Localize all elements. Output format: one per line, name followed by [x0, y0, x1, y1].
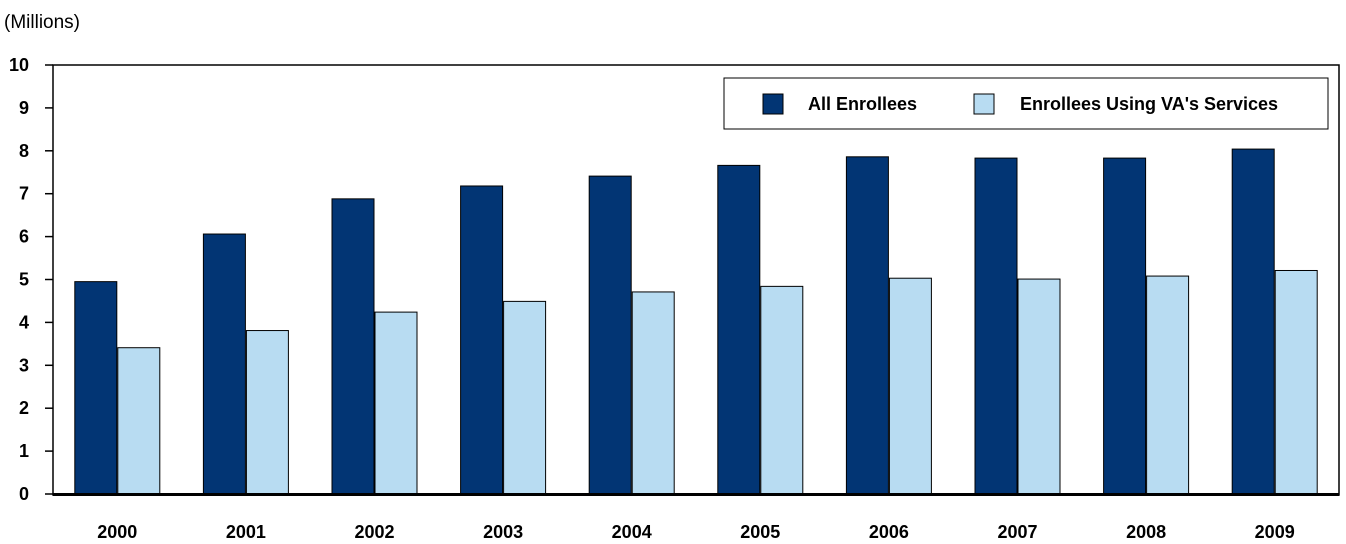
bar-enrollees-using-va-services-2001: [245, 330, 289, 495]
bar-all-enrollees-2009: [1231, 148, 1275, 495]
bar-enrollees-using-va-services-2006: [888, 277, 932, 495]
x-tick-label: 2009: [1255, 522, 1295, 542]
y-tick-label: 1: [19, 441, 29, 461]
y-tick-label: 3: [19, 355, 29, 375]
bar-enrollees-using-va-services-2002: [374, 311, 418, 495]
y-tick-label: 6: [19, 227, 29, 247]
legend-box: [723, 77, 1329, 130]
bar-all-enrollees-2007: [974, 157, 1018, 495]
x-tick-label: 2000: [97, 522, 137, 542]
x-tick-label: 2006: [869, 522, 909, 542]
y-tick-label: 2: [19, 398, 29, 418]
bar-all-enrollees-2002: [331, 198, 375, 495]
x-tick-label: 2003: [483, 522, 523, 542]
y-tick-label: 9: [19, 98, 29, 118]
x-tick-label: 2004: [612, 522, 652, 542]
bar-all-enrollees-2008: [1103, 157, 1147, 495]
bar-enrollees-using-va-services-2008: [1146, 275, 1190, 495]
legend-swatch-all-enrollees: [762, 93, 784, 115]
bar-enrollees-using-va-services-2004: [631, 291, 675, 495]
y-tick-label: 10: [9, 55, 29, 75]
x-axis: 2000 2001 2002 2003 2004 2005 2006 2007 2008 2009: [97, 522, 1294, 542]
bar-enrollees-using-va-services-2009: [1274, 269, 1318, 495]
bar-all-enrollees-2000: [74, 281, 118, 495]
y-units-label: (Millions): [4, 12, 80, 33]
bar-all-enrollees-2006: [845, 156, 889, 495]
y-axis: 0 1 2 3 4 5 6 7 8 9 10: [9, 55, 53, 504]
x-tick-label: 2008: [1126, 522, 1166, 542]
x-tick-label: 2007: [997, 522, 1037, 542]
bar-enrollees-using-va-services-2003: [503, 300, 547, 495]
legend-label-enrollees-using-va-services: Enrollees Using VA's Services: [1020, 94, 1278, 114]
y-tick-label: 0: [19, 484, 29, 504]
bar-enrollees-using-va-services-2000: [117, 347, 161, 495]
legend: All Enrollees Enrollees Using VA's Servi…: [723, 77, 1329, 130]
y-tick-label: 8: [19, 141, 29, 161]
y-tick-label: 5: [19, 270, 29, 290]
legend-swatch-enrollees-using-va-services: [973, 93, 995, 115]
x-tick-label: 2001: [226, 522, 266, 542]
bar-all-enrollees-2005: [717, 164, 761, 495]
x-tick-label: 2005: [740, 522, 780, 542]
bar-all-enrollees-2004: [588, 175, 632, 495]
bar-all-enrollees-2003: [460, 185, 504, 495]
bars: [74, 148, 1318, 495]
bar-enrollees-using-va-services-2005: [760, 285, 804, 495]
y-tick-label: 4: [19, 312, 29, 332]
bar-enrollees-using-va-services-2007: [1017, 278, 1061, 495]
y-tick-label: 7: [19, 184, 29, 204]
x-tick-label: 2002: [354, 522, 394, 542]
legend-label-all-enrollees: All Enrollees: [808, 94, 917, 114]
bar-all-enrollees-2001: [202, 233, 246, 495]
